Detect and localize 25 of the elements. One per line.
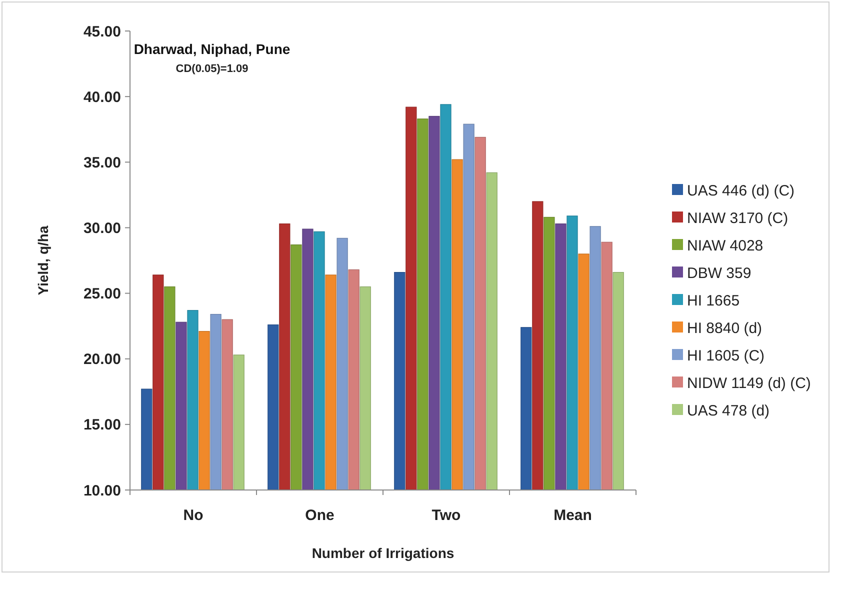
legend-label: HI 1665: [687, 292, 740, 310]
x-tick-label: Mean: [554, 507, 592, 524]
y-tick-label: 10.00: [83, 482, 121, 500]
legend-label: NIAW 4028: [687, 237, 764, 254]
y-axis-title: Yield, q/ha: [35, 226, 51, 296]
legend-label: DBW 359: [687, 264, 752, 282]
x-tick-label: No: [183, 507, 204, 524]
x-tick-label: Two: [432, 507, 461, 524]
legend-label: NIAW 3170 (C): [687, 210, 788, 227]
legend-label: HI 8840 (d): [687, 320, 762, 337]
legend-label: NIDW 1149 (d) (C): [687, 374, 811, 392]
text: Dharwad, Niphad, Pune: [134, 41, 290, 57]
x-tick-label: One: [305, 507, 334, 524]
y-tick-label: 35.00: [83, 154, 121, 172]
legend-label: HI 1605 (C): [687, 347, 765, 364]
y-tick-label: 15.00: [83, 416, 121, 434]
y-tick-label: 40.00: [83, 88, 121, 106]
text: CD(0.05)=1.09: [176, 63, 248, 75]
legend-label: UAS 446 (d) (C): [687, 182, 795, 200]
y-tick-label: 20.00: [83, 351, 121, 368]
y-tick-label: 25.00: [83, 286, 121, 303]
y-tick-label: 45.00: [83, 23, 121, 40]
legend-label: UAS 478 (d): [687, 402, 770, 420]
y-tick-label: 30.00: [83, 220, 121, 237]
x-axis-title: Number of Irrigations: [312, 545, 454, 561]
